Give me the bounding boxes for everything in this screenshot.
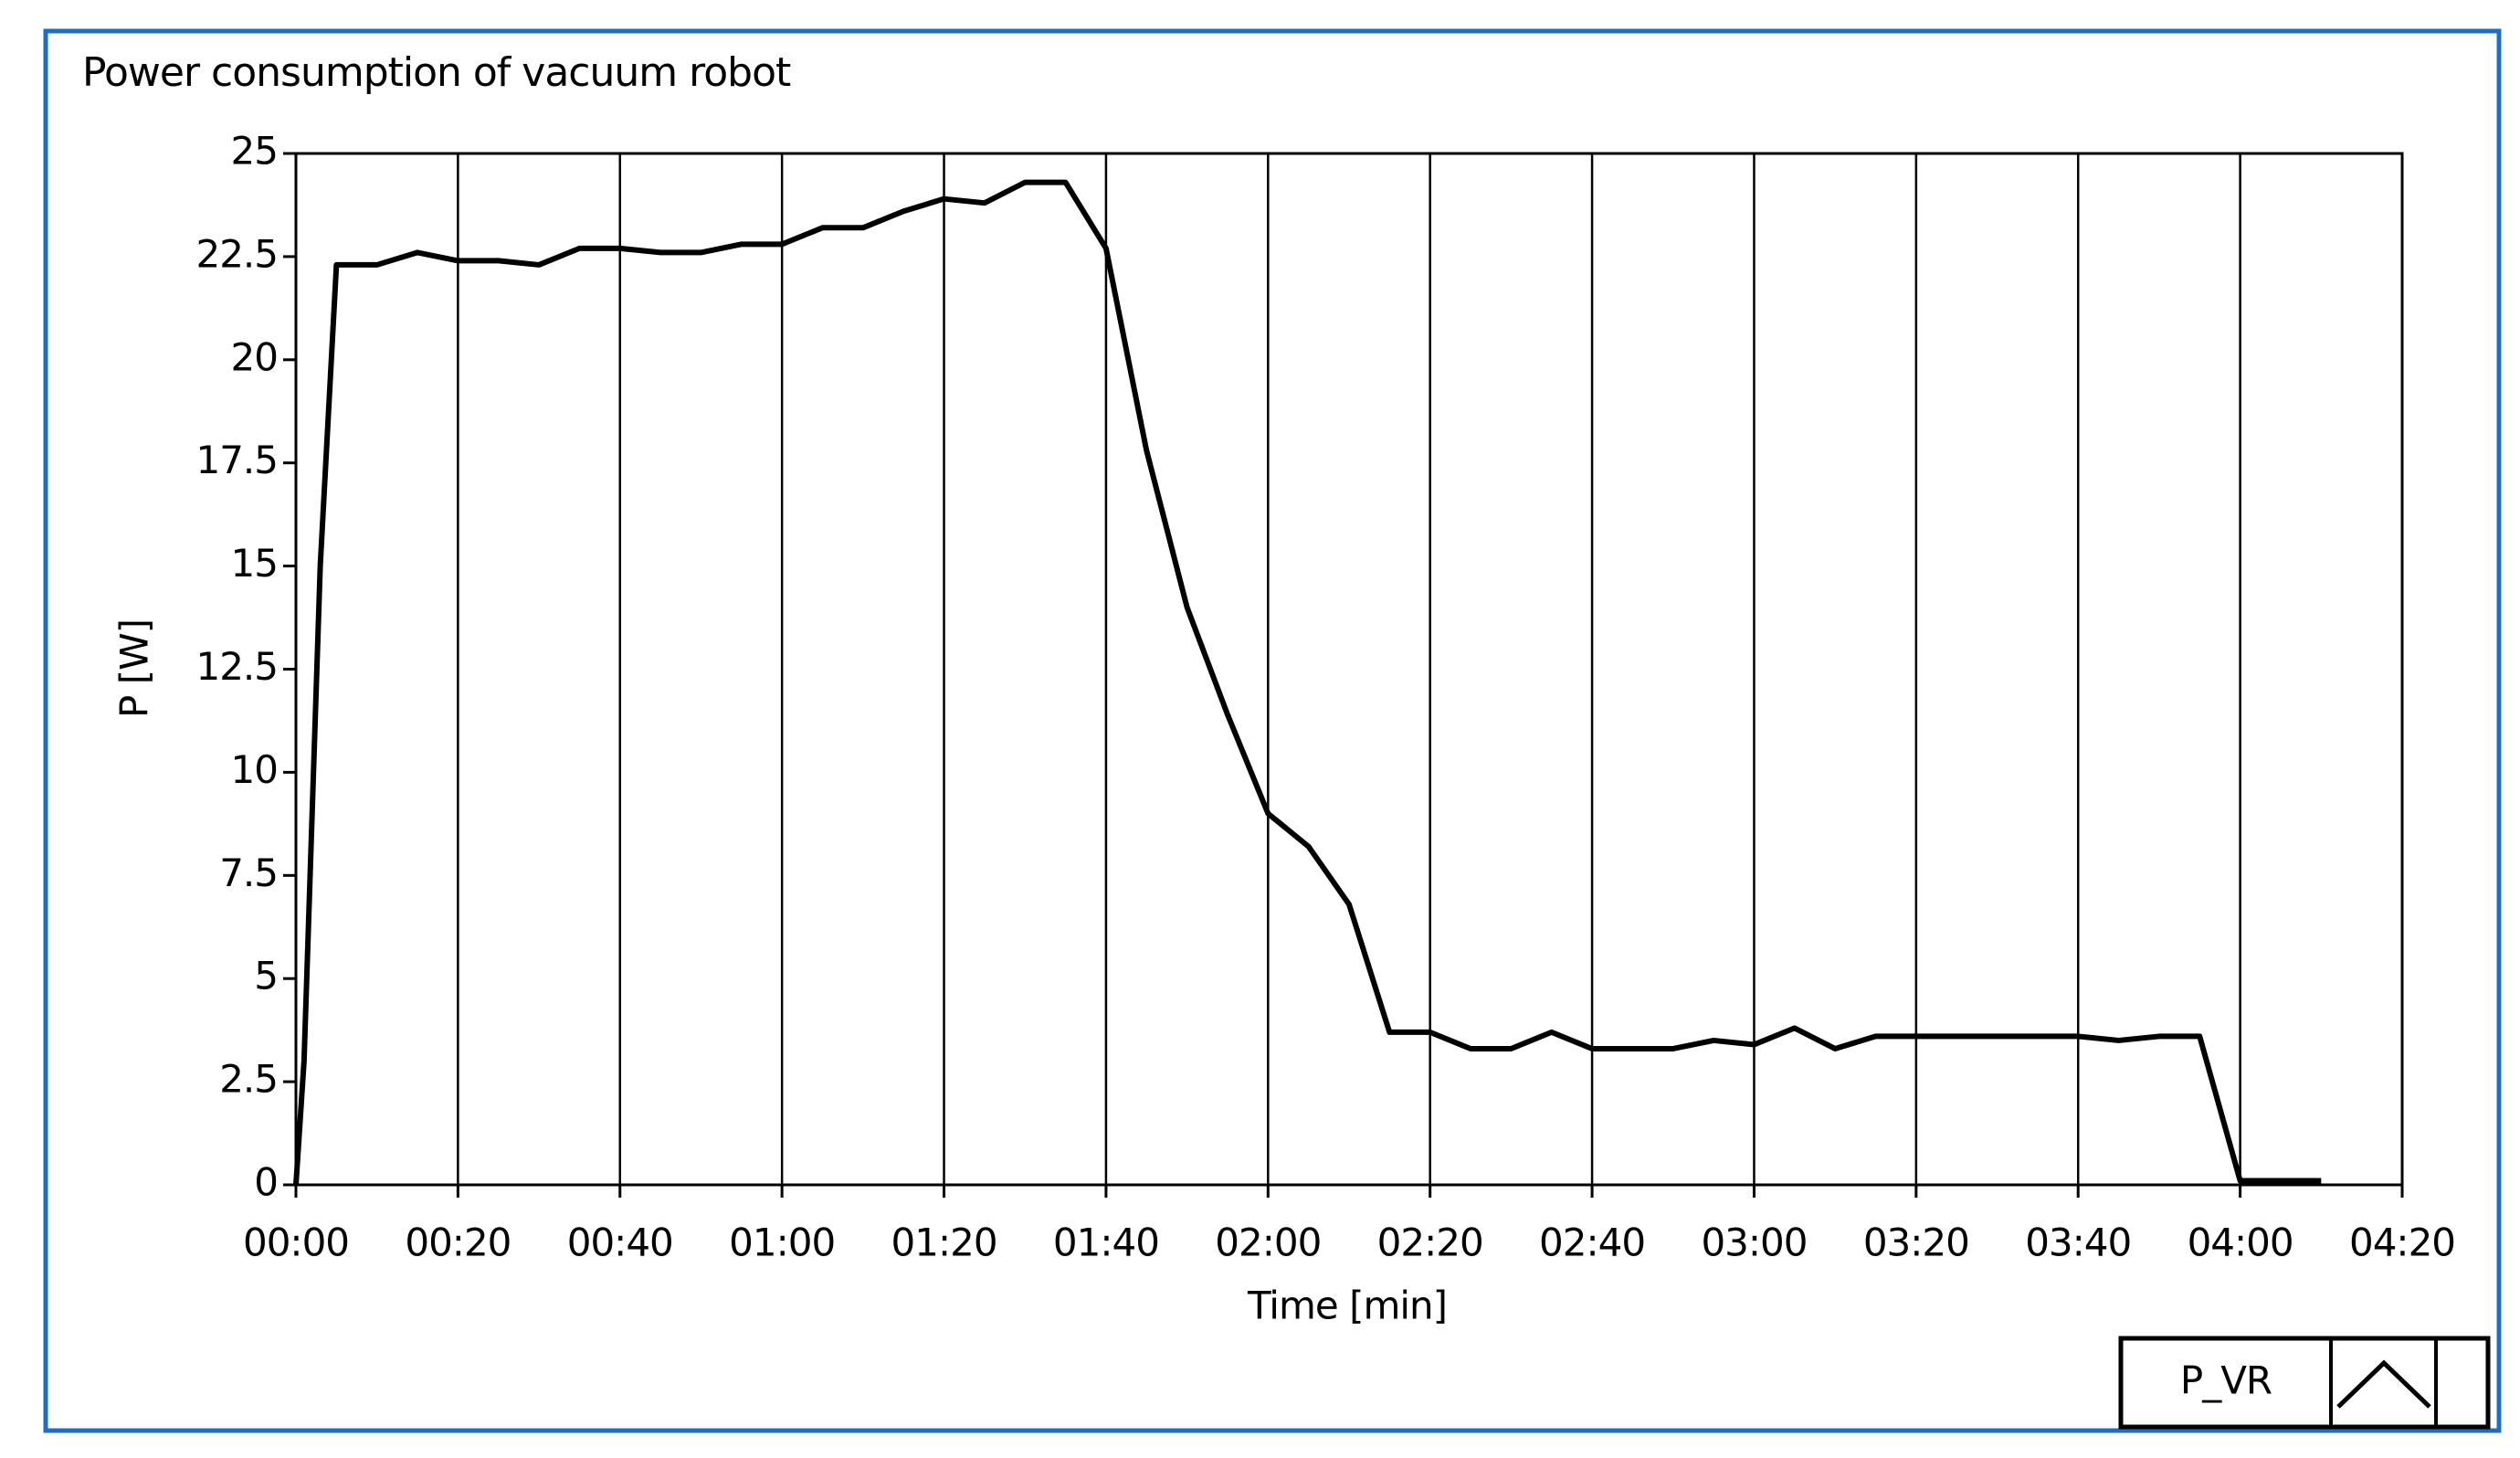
y-tick-label: 12.5 xyxy=(195,644,278,689)
x-tick-label: 00:40 xyxy=(567,1220,673,1265)
x-tick-label: 02:00 xyxy=(1215,1220,1321,1265)
y-tick-label: 0 xyxy=(254,1160,278,1205)
plot-area xyxy=(294,152,2404,1187)
y-tick-label: 10 xyxy=(231,747,278,792)
x-tick-label: 01:20 xyxy=(891,1220,997,1265)
legend-label: P_VR xyxy=(2180,1358,2272,1403)
legend-box xyxy=(2118,1336,2491,1430)
y-tick-label: 15 xyxy=(231,541,278,586)
x-tick-label: 03:20 xyxy=(1863,1220,1969,1265)
x-axis-label: Time [min] xyxy=(1247,1284,1447,1328)
x-tick-label: 04:20 xyxy=(2349,1220,2455,1265)
x-tick-label: 01:40 xyxy=(1053,1220,1159,1265)
legend-swatch xyxy=(2336,1359,2431,1409)
chart-title: Power consumption of vacuum robot xyxy=(82,49,791,96)
x-tick-label: 00:00 xyxy=(243,1220,349,1265)
x-tick-label: 01:00 xyxy=(729,1220,835,1265)
y-axis-label: P [W] xyxy=(112,619,157,718)
y-tick-label: 25 xyxy=(231,129,278,174)
x-tick-label: 04:00 xyxy=(2188,1220,2293,1265)
x-tick-label: 02:20 xyxy=(1377,1220,1483,1265)
x-tick-label: 03:40 xyxy=(2025,1220,2131,1265)
y-tick-label: 5 xyxy=(254,954,278,998)
y-tick-label: 22.5 xyxy=(195,231,278,276)
x-tick-label: 03:00 xyxy=(1701,1220,1807,1265)
x-tick-label: 02:40 xyxy=(1539,1220,1645,1265)
y-tick-label: 20 xyxy=(231,334,278,379)
y-tick-label: 17.5 xyxy=(195,438,278,482)
y-tick-label: 2.5 xyxy=(219,1057,278,1102)
data-line xyxy=(293,179,2322,1186)
y-tick-label: 7.5 xyxy=(219,850,278,895)
x-tick-label: 00:20 xyxy=(405,1220,511,1265)
